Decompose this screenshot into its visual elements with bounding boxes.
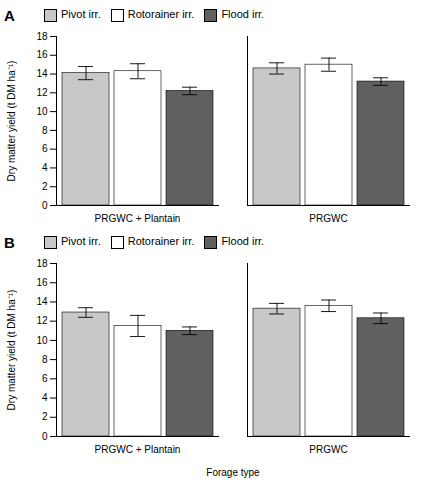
svg-text:6: 6 bbox=[42, 143, 48, 154]
svg-text:14: 14 bbox=[36, 68, 48, 79]
svg-text:2: 2 bbox=[42, 181, 48, 192]
html-text:Flood irr.: Flood irr. bbox=[221, 8, 265, 21]
svg-text:16: 16 bbox=[36, 277, 48, 288]
svg-text:4: 4 bbox=[42, 162, 48, 173]
svg-text:PRGWC + Plantain: PRGWC + Plantain bbox=[95, 213, 181, 224]
svg-text:2: 2 bbox=[42, 411, 48, 422]
svg-text:12: 12 bbox=[36, 315, 48, 326]
svg-text:0: 0 bbox=[42, 431, 48, 442]
html-text:Pivot irr.: Pivot irr. bbox=[61, 235, 101, 248]
svg-text:18: 18 bbox=[36, 258, 48, 269]
svg-text:14: 14 bbox=[36, 296, 48, 307]
html-text:B: B bbox=[4, 233, 15, 251]
svg-text:10: 10 bbox=[36, 106, 48, 117]
html-text:Flood irr.: Flood irr. bbox=[221, 235, 265, 248]
svg-text:Forage type: Forage type bbox=[206, 467, 260, 478]
html-text:Rotorainer irr.: Rotorainer irr. bbox=[127, 8, 195, 21]
svg-text:18: 18 bbox=[36, 31, 48, 42]
svg-text:4: 4 bbox=[42, 392, 48, 403]
svg-text:12: 12 bbox=[36, 87, 48, 98]
html-text:Rotorainer irr.: Rotorainer irr. bbox=[127, 235, 195, 248]
svg-text:0: 0 bbox=[42, 200, 48, 211]
svg-text:Dry matter yield (t DM ha⁻¹): Dry matter yield (t DM ha⁻¹) bbox=[6, 290, 17, 411]
svg-text:6: 6 bbox=[42, 373, 48, 384]
svg-text:10: 10 bbox=[36, 335, 48, 346]
svg-text:Dry matter yield (t DM ha⁻¹): Dry matter yield (t DM ha⁻¹) bbox=[6, 61, 17, 182]
svg-text:16: 16 bbox=[36, 49, 48, 60]
html-text:A: A bbox=[4, 6, 15, 24]
svg-text:PRGWC + Plantain: PRGWC + Plantain bbox=[95, 444, 181, 455]
html-text:Pivot irr.: Pivot irr. bbox=[61, 8, 101, 21]
svg-text:PRGWC: PRGWC bbox=[309, 213, 347, 224]
svg-text:8: 8 bbox=[42, 125, 48, 136]
svg-text:8: 8 bbox=[42, 354, 48, 365]
svg-text:PRGWC: PRGWC bbox=[309, 444, 347, 455]
